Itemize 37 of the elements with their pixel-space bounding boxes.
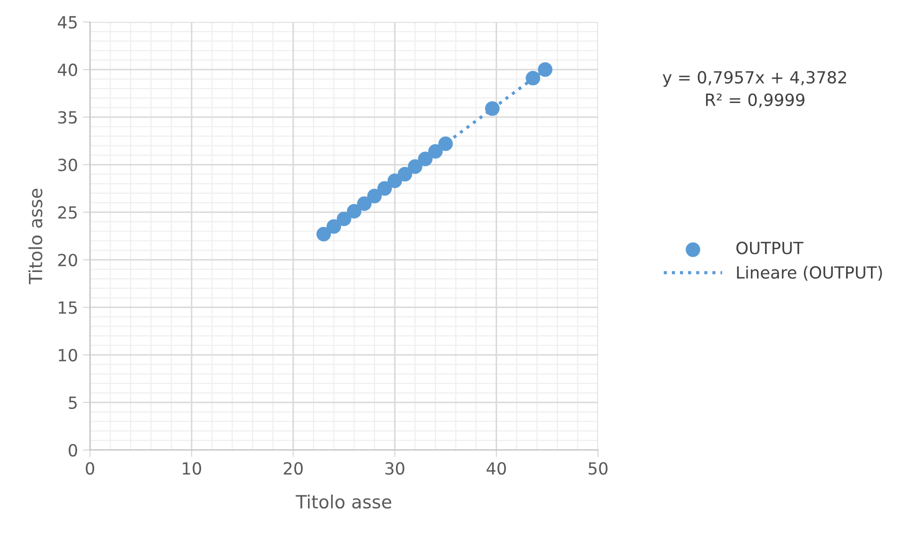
x-tick-label: 40 [486,462,506,475]
x-axis-title: Titolo asse [296,494,392,509]
y-tick-label: 25 [58,206,77,219]
y-tick-label: 40 [58,64,78,76]
point [408,159,422,174]
point [485,101,500,116]
point [336,212,352,226]
x-tick-label: 10 [182,462,202,475]
point [438,136,453,152]
point [388,174,402,188]
point [398,166,412,182]
y-tick-label: 15 [58,302,77,314]
y-tick-label: 10 [58,348,78,362]
x-tick-label: 50 [588,462,608,475]
y-tick-label: 5 [68,396,77,410]
x-tick-label: 0 [86,462,94,475]
point [357,196,372,211]
y-tick-label: 20 [58,254,78,266]
x-tick-label: 20 [284,462,303,475]
y-tick-label: 45 [58,16,77,29]
point [326,219,342,234]
point [418,152,433,166]
point [316,226,331,242]
point [346,204,362,219]
point [526,70,540,86]
legend-label: OUTPUT [736,242,804,254]
point [428,144,443,159]
point [538,62,552,77]
y-axis-title: Titolo asse [28,188,42,284]
legend-label: Lineare (OUTPUT) [737,266,882,281]
y-tick-label: 30 [58,158,78,172]
y-tick-label: 35 [58,111,77,124]
x-tick-label: 30 [385,462,404,475]
point [367,188,382,204]
point [377,181,392,196]
text: y = 0,7957x + 4,3782 R² = 0,9999 [662,71,846,108]
y-tick-label: 0 [68,444,78,457]
